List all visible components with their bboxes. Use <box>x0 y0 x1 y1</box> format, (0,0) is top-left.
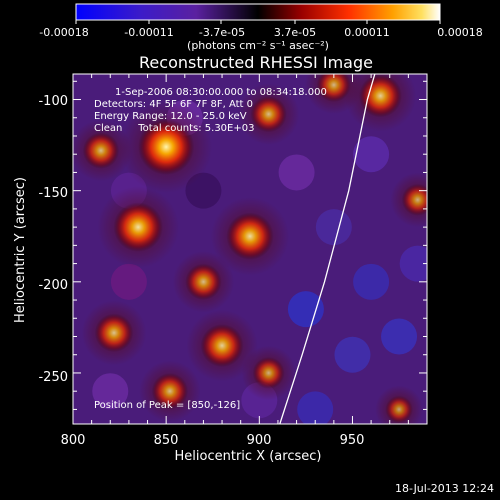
annotation-clean-counts: Clean Total counts: 5.30E+03 <box>94 123 254 134</box>
plot-frame <box>72 73 428 425</box>
annotation-energy-range: Energy Range: 12.0 - 25.0 keV <box>94 111 247 122</box>
axis-ticks <box>72 74 428 424</box>
background-texture <box>92 99 427 424</box>
hot-spot <box>316 74 351 102</box>
hot-spot <box>252 357 285 389</box>
background-blob <box>315 209 352 246</box>
colorbar-tick-label: -0.00011 <box>124 26 173 39</box>
x-tick-label: 800 <box>61 433 86 448</box>
hot-spot <box>138 118 195 175</box>
hot-spot <box>385 395 413 424</box>
colorbar-tick-label: -0.00018 <box>39 26 88 39</box>
colorbar <box>75 3 441 21</box>
colorbar-ticks <box>75 20 441 24</box>
background-blob <box>287 291 324 328</box>
footer-date: 18-Jul-2013 12:24 <box>394 482 494 495</box>
y-tick-label: -150 <box>38 186 68 201</box>
chart-title: Reconstructed RHESSI Image <box>139 53 373 72</box>
x-axis-title: Heliocentric X (arcsec) <box>175 449 322 464</box>
hot-spot <box>113 202 163 252</box>
hot-spot <box>359 74 402 118</box>
hot-spot <box>82 132 120 169</box>
x-tick-label: 850 <box>154 433 179 448</box>
background-blob <box>297 391 334 424</box>
annotation-time-range: 1-Sep-2006 08:30:00.000 to 08:34:18.000 <box>115 87 327 98</box>
y-tick-label: -250 <box>38 370 68 385</box>
background-blob <box>353 136 390 173</box>
background-blob <box>353 263 390 300</box>
y-tick-label: -200 <box>38 278 68 293</box>
hot-spot <box>151 373 188 410</box>
colorbar-tick-label: -3.7e-05 <box>199 26 245 39</box>
annotation-detectors: Detectors: 4F 5F 6F 7F 8F, Att 0 <box>94 99 253 110</box>
background-blob <box>110 263 147 300</box>
x-tick-label: 900 <box>247 433 272 448</box>
solar-limb-curve <box>279 74 376 424</box>
colorbar-tick-label: 0.00018 <box>437 26 483 39</box>
hot-spots-layer <box>73 74 427 424</box>
background-blob <box>334 336 371 373</box>
hot-spot <box>226 212 274 260</box>
hot-spot <box>185 263 222 300</box>
hot-spot <box>94 313 134 353</box>
hot-spot <box>250 96 287 133</box>
background-blob <box>399 245 427 282</box>
colorbar-tick-label: 0.00011 <box>344 26 390 39</box>
y-tick-label: -100 <box>38 94 68 109</box>
hot-spot <box>200 324 244 368</box>
y-axis-title: Heliocentric Y (arcsec) <box>13 177 28 323</box>
colorbar-unit-label: (photons cm⁻² s⁻¹ asec⁻²) <box>187 39 329 52</box>
background-blob <box>381 318 418 355</box>
hot-spot <box>401 183 427 216</box>
peak-position-label: Position of Peak = [850,-126] <box>94 400 240 411</box>
x-tick-label: 950 <box>340 433 365 448</box>
background-blob <box>92 373 129 410</box>
background-blob <box>278 154 315 191</box>
colorbar-tick-label: 3.7e-05 <box>274 26 316 39</box>
